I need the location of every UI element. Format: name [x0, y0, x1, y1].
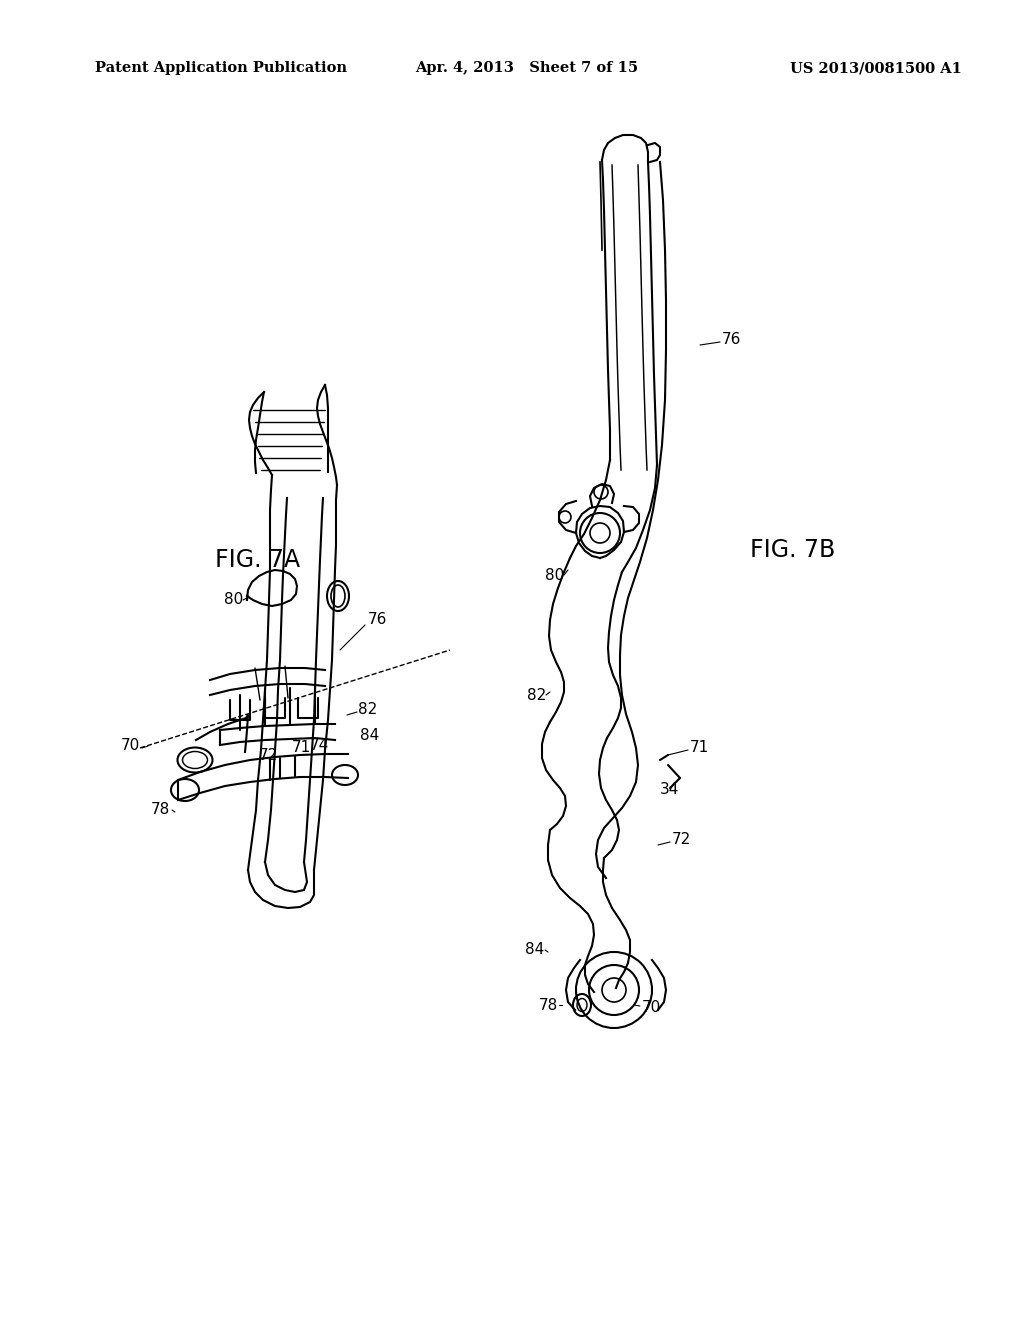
Text: 70: 70 [121, 738, 140, 752]
Text: Patent Application Publication: Patent Application Publication [95, 61, 347, 75]
Text: 72: 72 [259, 747, 278, 763]
Text: FIG. 7B: FIG. 7B [750, 539, 836, 562]
Text: 34: 34 [660, 783, 679, 797]
Text: 74: 74 [310, 738, 330, 752]
Text: 70: 70 [642, 1001, 662, 1015]
Text: 76: 76 [368, 612, 387, 627]
Text: 80: 80 [224, 593, 243, 607]
Text: 84: 84 [524, 942, 544, 957]
Text: FIG. 7A: FIG. 7A [215, 548, 300, 572]
Text: 71: 71 [292, 741, 311, 755]
Text: 82: 82 [526, 688, 546, 702]
Text: 78: 78 [151, 803, 170, 817]
Text: 80: 80 [545, 568, 564, 582]
Text: 78: 78 [539, 998, 558, 1012]
Text: 72: 72 [672, 833, 691, 847]
Text: 84: 84 [360, 727, 379, 742]
Text: 82: 82 [358, 702, 377, 718]
Text: 76: 76 [722, 333, 741, 347]
Text: Apr. 4, 2013   Sheet 7 of 15: Apr. 4, 2013 Sheet 7 of 15 [415, 61, 638, 75]
Text: 71: 71 [690, 741, 710, 755]
Text: US 2013/0081500 A1: US 2013/0081500 A1 [790, 61, 962, 75]
